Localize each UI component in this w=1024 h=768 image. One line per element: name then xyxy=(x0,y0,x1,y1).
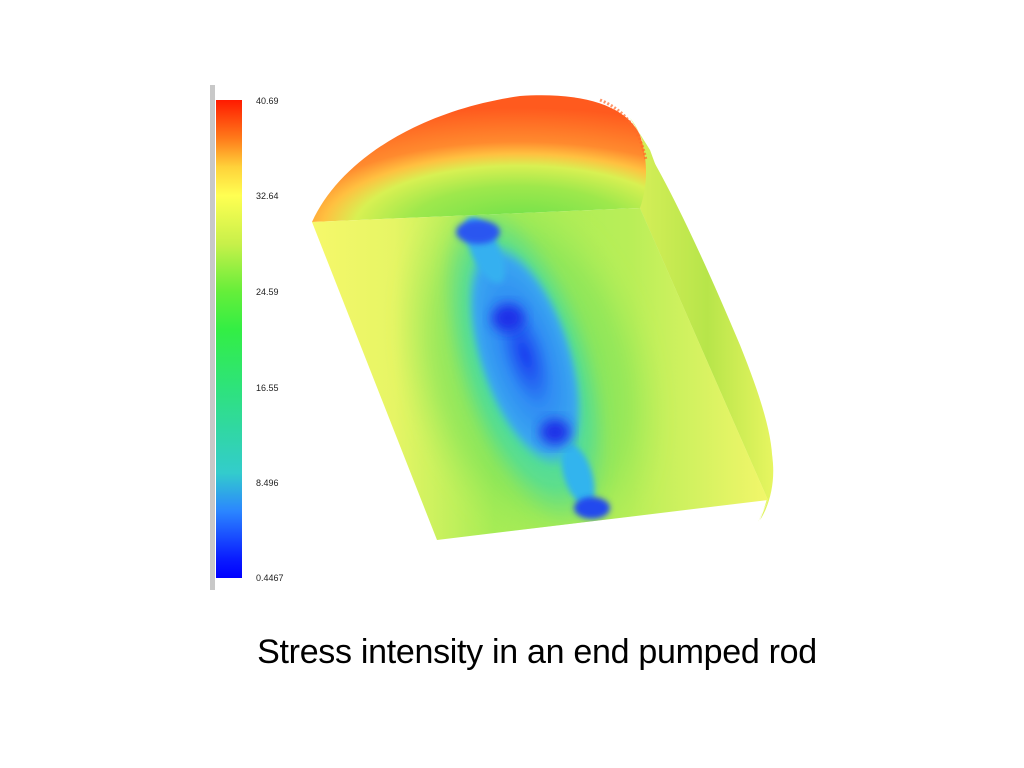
legend-tick: 8.496 xyxy=(256,478,279,488)
legend-tick: 16.55 xyxy=(256,383,279,393)
legend-tick: 32.64 xyxy=(256,191,279,201)
color-scale-bar xyxy=(216,100,242,578)
slide-caption: Stress intensity in an end pumped rod xyxy=(257,633,817,671)
legend-frame xyxy=(210,85,215,590)
stress-contour-render xyxy=(312,95,774,540)
rod-top-face xyxy=(312,95,646,222)
legend-tick-min: 0.4467 xyxy=(256,573,284,583)
legend-tick-max: 40.69 xyxy=(256,96,279,106)
legend-tick: 24.59 xyxy=(256,287,279,297)
